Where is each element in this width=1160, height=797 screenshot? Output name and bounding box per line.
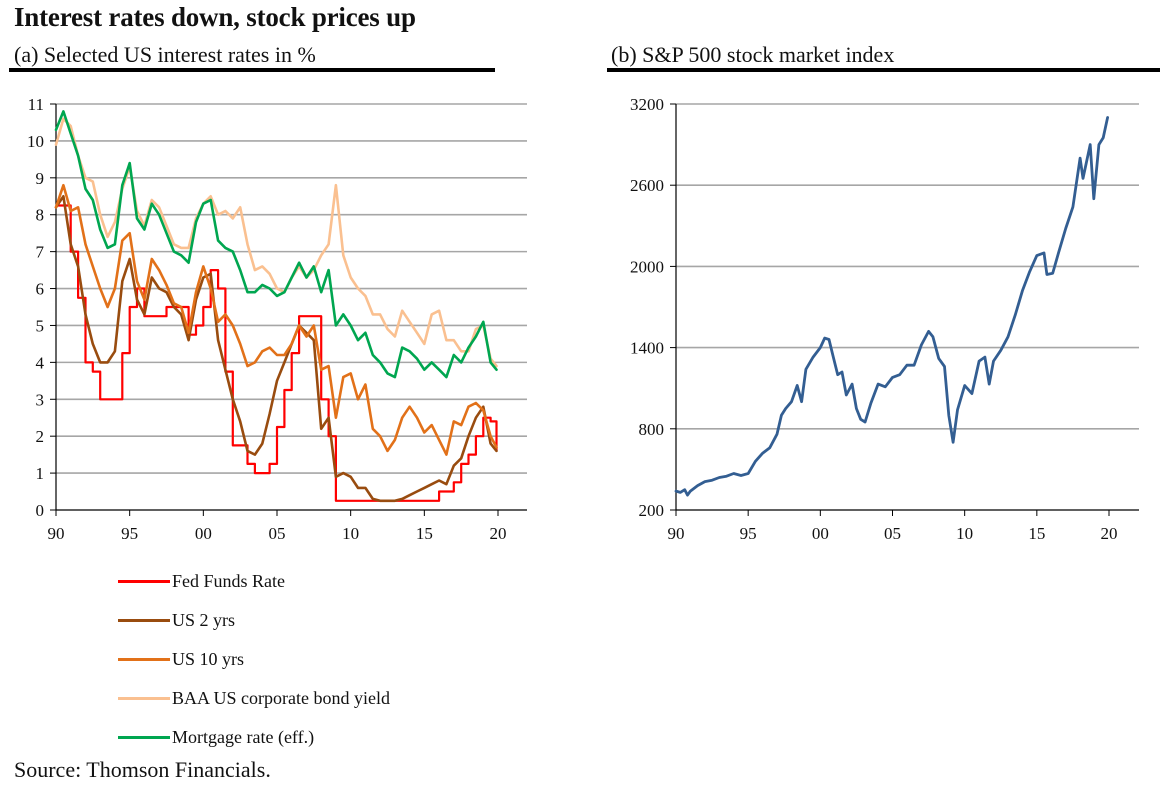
y-tick-label: 7: [36, 243, 45, 262]
legend-item-baa-yield: BAA US corporate bond yield: [118, 679, 390, 718]
y-tick-label: 6: [36, 280, 45, 299]
legend-item-fed-funds: Fed Funds Rate: [118, 562, 390, 601]
legend-label: US 2 yrs: [172, 610, 236, 630]
y-tick-label: 2000: [630, 257, 664, 276]
legend-label: Mortgage rate (eff.): [172, 727, 315, 747]
legend-swatch: [118, 658, 170, 661]
legend-swatch: [118, 736, 170, 739]
x-tick-label: 10: [956, 524, 973, 543]
y-tick-label: 11: [28, 95, 44, 114]
x-tick-label: 00: [195, 524, 212, 543]
series-line-mortgage-rate-eff-: [54, 110, 498, 379]
legend-swatch: [118, 619, 170, 622]
series-line-s-p-500: [674, 116, 1109, 497]
main-title: Interest rates down, stock prices up: [14, 2, 416, 32]
x-tick-label: 95: [740, 524, 757, 543]
legend: Fed Funds Rate US 2 yrs US 10 yrs BAA US…: [118, 562, 390, 757]
legend-item-us-10yrs: US 10 yrs: [118, 640, 390, 679]
x-tick-label: 05: [884, 524, 901, 543]
legend-label: US 10 yrs: [172, 649, 245, 669]
x-tick-label: 15: [1028, 524, 1045, 543]
x-tick-label: 95: [121, 524, 138, 543]
y-tick-label: 0: [36, 501, 45, 520]
y-tick-label: 1400: [630, 339, 664, 358]
legend-swatch: [118, 697, 170, 700]
series-line-us-10-yrs: [54, 183, 498, 456]
legend-item-us-2yrs: US 2 yrs: [118, 601, 390, 640]
y-tick-label: 9: [36, 169, 45, 188]
x-tick-label: 15: [416, 524, 433, 543]
source-note: Source: Thomson Financials.: [14, 757, 271, 782]
legend-swatch: [118, 580, 170, 583]
series-line-fed-funds-rate: [56, 204, 498, 502]
y-tick-label: 2600: [630, 176, 664, 195]
y-tick-label: 10: [27, 132, 44, 151]
x-tick-label: 20: [490, 524, 507, 543]
panel-a-title: (a) Selected US interest rates in %: [14, 42, 316, 67]
y-tick-label: 5: [36, 316, 45, 335]
y-tick-label: 4: [36, 353, 45, 372]
y-tick-label: 800: [639, 420, 665, 439]
interest-rates-chart: 0 1 2 3 4 5 6 7 8 9 10 11 90 95 00 05 10 15 20: [27, 95, 527, 543]
panel-b-title-rule: [607, 68, 1160, 72]
x-tick-label: 90: [48, 524, 65, 543]
x-tick-label: 20: [1101, 524, 1118, 543]
y-tick-label: 8: [36, 206, 45, 225]
panel-b-title: (b) S&P 500 stock market index: [611, 42, 895, 67]
sp500-chart: 200 800 1400 2000 2600 3200 90 95 00 05 10 15 20: [630, 95, 1139, 543]
series-line-us-2-yrs: [54, 195, 498, 503]
panel-a-title-rule: [9, 68, 495, 72]
legend-label: Fed Funds Rate: [172, 571, 286, 591]
y-tick-label: 200: [639, 501, 665, 520]
y-tick-label: 1: [36, 464, 45, 483]
x-tick-label: 90: [668, 524, 685, 543]
legend-item-mortgage-rate: Mortgage rate (eff.): [118, 718, 390, 757]
x-tick-label: 05: [269, 524, 286, 543]
legend-label: BAA US corporate bond yield: [172, 688, 390, 708]
y-tick-label: 2: [36, 427, 45, 446]
x-tick-label: 10: [342, 524, 359, 543]
y-tick-label: 3: [36, 390, 45, 409]
y-tick-label: 3200: [630, 95, 664, 114]
x-tick-label: 00: [812, 524, 829, 543]
